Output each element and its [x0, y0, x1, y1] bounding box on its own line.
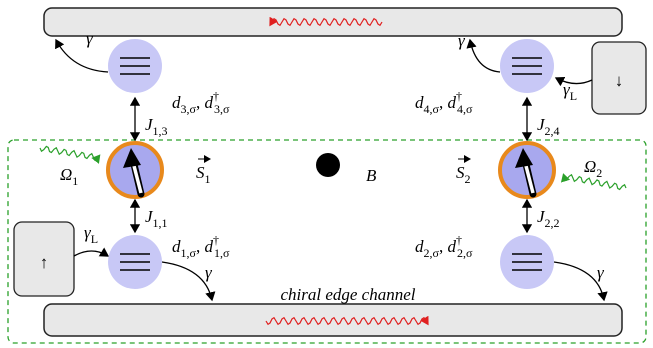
coupling-label: 2,2 [545, 216, 560, 230]
dot-label: † [456, 233, 462, 247]
dot-label: 2,σ [424, 246, 440, 260]
coupling-label: 2,4 [545, 124, 560, 138]
coupling-label: 1,1 [153, 216, 168, 230]
spin-label: S2 [456, 163, 471, 186]
reservoir-arrow: ↓ [615, 71, 624, 90]
dot-label: , [196, 93, 205, 112]
dot-label: 3,σ [214, 102, 230, 116]
drive-label: 2 [596, 166, 602, 180]
dot-label: 3,σ [181, 102, 197, 116]
drive-wave [40, 146, 100, 160]
dot-label: , [196, 237, 205, 256]
dot-label: , [439, 237, 448, 256]
dot-label: d4,σ, d†4,σ [415, 89, 473, 116]
lead-gamma-label: γL [84, 223, 98, 246]
dot-label: , [439, 93, 448, 112]
drive-label: Ω2 [584, 157, 602, 180]
dot-label: † [213, 233, 219, 247]
dot-label: † [213, 89, 219, 103]
coupling-label: 1,3 [153, 124, 168, 138]
coupling-label: J1,3 [145, 115, 168, 138]
lead-gamma-label: L [91, 232, 98, 246]
dot-label: 1,σ [214, 246, 230, 260]
dot-label: d2,σ, d†2,σ [415, 233, 473, 260]
diagram: d3,σ, d†3,σ d4,σ, d†4,σ d1,σ, d†1,σ d2,σ, d… [0, 0, 653, 348]
drive-label: Ω [584, 157, 596, 176]
spin-label: 1 [205, 172, 211, 186]
dot-label: d3,σ, d†3,σ [172, 89, 230, 116]
top-edge [44, 8, 622, 36]
gamma-label: γ [597, 263, 605, 282]
drive-label: Ω [60, 165, 72, 184]
coupling-label: J2,2 [537, 207, 560, 230]
spin-label: 2 [465, 172, 471, 186]
dot-label: 1,σ [181, 246, 197, 260]
drive-label: Ω1 [60, 165, 78, 188]
coupling-label: J2,4 [537, 115, 560, 138]
coupling-label: J1,1 [145, 207, 168, 230]
gamma-label: γ [205, 263, 213, 282]
edge-label: chiral edge channel [280, 285, 415, 304]
drive-wave [563, 174, 626, 189]
field-dot [316, 153, 340, 177]
spin-label: S1 [196, 163, 211, 186]
lead-gamma-label: L [570, 89, 577, 103]
drive-label: 1 [72, 174, 78, 188]
field-label: B [366, 166, 377, 185]
bottom-edge [44, 304, 622, 336]
reservoir-arrow: ↑ [40, 253, 49, 272]
dot-label: 4,σ [424, 102, 440, 116]
dot-label: † [456, 89, 462, 103]
dot-label: 4,σ [457, 102, 473, 116]
dot-label: d1,σ, d†1,σ [172, 233, 230, 260]
dot-label: 2,σ [457, 246, 473, 260]
